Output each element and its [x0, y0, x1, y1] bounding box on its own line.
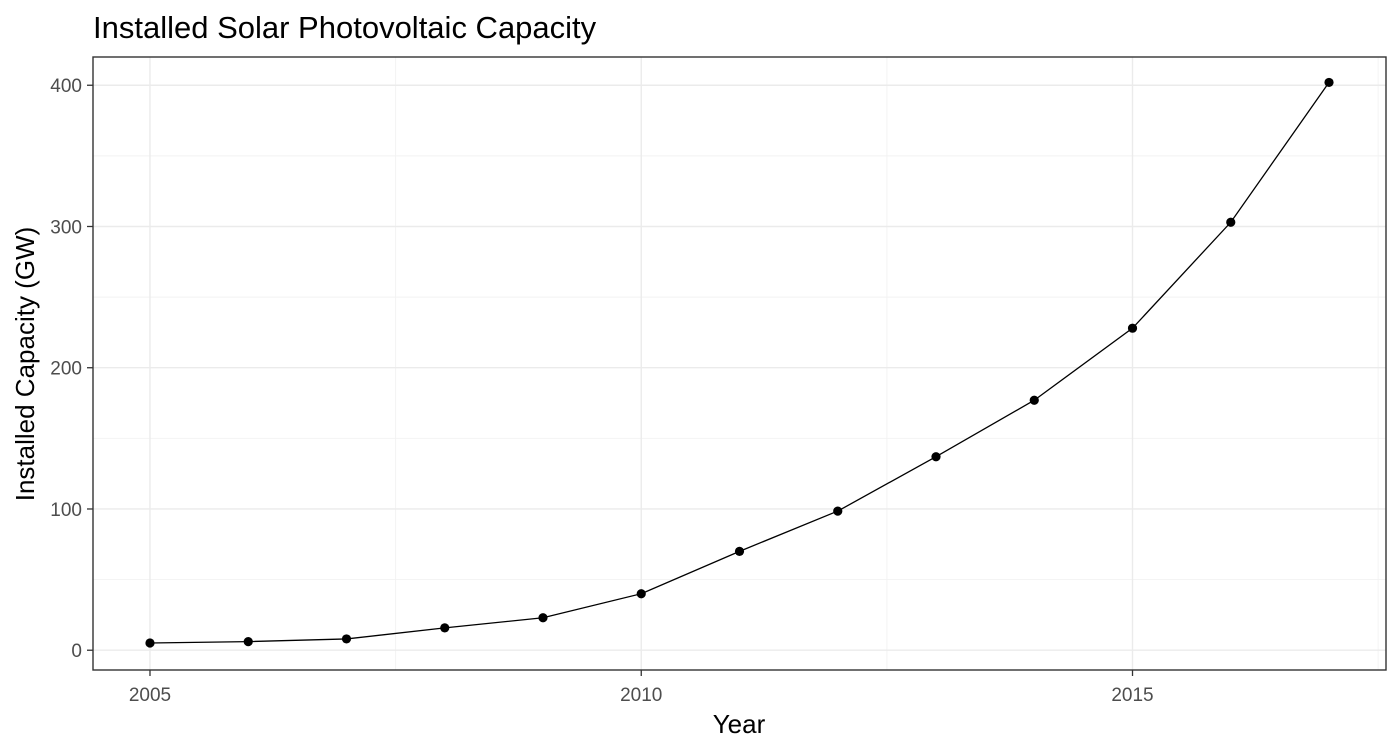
data-point	[931, 452, 941, 462]
data-point	[341, 634, 352, 644]
data-point	[636, 589, 646, 599]
data-point	[734, 546, 745, 556]
chart-title: Installed Solar Photovoltaic Capacity	[93, 10, 597, 45]
x-axis-title: Year	[713, 709, 766, 739]
y-tick-label: 300	[50, 217, 82, 238]
y-tick-label: 100	[50, 500, 82, 521]
x-tick-label: 2015	[1111, 685, 1153, 706]
y-tick-label: 0	[71, 641, 82, 662]
grid	[93, 57, 1386, 670]
data-point	[1226, 217, 1236, 227]
y-tick-label: 200	[50, 359, 82, 380]
data-point	[1324, 77, 1334, 88]
y-tick-label: 400	[50, 76, 82, 97]
axes: 2005 2010 2015 0 100 200 300 400	[50, 76, 1153, 706]
data-point	[538, 613, 548, 623]
series-layer	[145, 77, 1334, 648]
data-point	[440, 623, 450, 633]
data-point	[1127, 323, 1138, 333]
x-tick-label: 2005	[129, 685, 171, 706]
x-tick-label: 2010	[620, 685, 662, 706]
data-point	[243, 637, 253, 647]
data-point	[145, 638, 155, 648]
y-axis-title: Installed Capacity (GW)	[10, 227, 40, 502]
data-point	[833, 506, 843, 516]
data-point	[1029, 395, 1039, 405]
panel-border	[92, 56, 1387, 671]
